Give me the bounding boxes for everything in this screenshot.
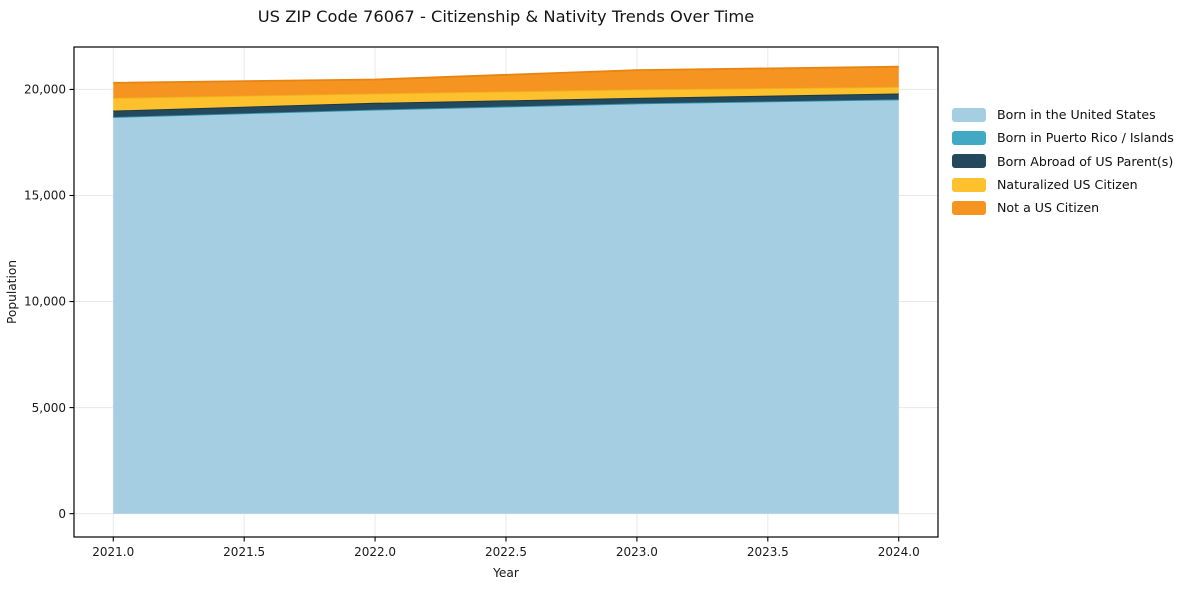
x-tick-label: 2022.5	[485, 545, 527, 559]
x-tick-label: 2024.0	[878, 545, 920, 559]
legend-item-born-in-the-united-states: Born in the United States	[952, 103, 1174, 126]
legend-label: Born in Puerto Rico / Islands	[997, 130, 1174, 146]
y-tick-label: 5,000	[32, 401, 66, 415]
x-tick-label: 2023.0	[616, 545, 658, 559]
legend-swatch-icon	[952, 177, 986, 192]
legend-label: Not a US Citizen	[997, 200, 1100, 216]
y-tick-label: 15,000	[24, 189, 66, 203]
chart-title: US ZIP Code 76067 - Citizenship & Nativi…	[257, 7, 755, 26]
area-born-in-the-united-states	[113, 99, 899, 514]
legend-item-naturalized-us-citizen: Naturalized US Citizen	[952, 173, 1174, 196]
x-tick-label: 2021.5	[223, 545, 265, 559]
y-tick-label: 10,000	[24, 295, 66, 309]
legend-item-born-in-puerto-rico-islands: Born in Puerto Rico / Islands	[952, 126, 1174, 149]
x-tick-label: 2023.5	[747, 545, 789, 559]
y-tick-label: 20,000	[24, 83, 66, 97]
area-edge-not-a-us-citizen	[113, 65, 899, 84]
legend-label: Born Abroad of US Parent(s)	[997, 153, 1174, 169]
legend-label: Born in the United States	[997, 107, 1156, 123]
x-tick-label: 2021.0	[92, 545, 134, 559]
x-axis-label: Year	[492, 566, 520, 580]
area-naturalized-us-citizen	[113, 86, 899, 111]
legend: Born in the United States Born in Puerto …	[952, 103, 1174, 219]
legend-item-born-abroad-of-us-parent-s: Born Abroad of US Parent(s)	[952, 150, 1174, 173]
x-tick-label: 2022.0	[354, 545, 396, 559]
legend-swatch-icon	[952, 200, 986, 215]
legend-swatch-icon	[952, 130, 986, 145]
legend-swatch-icon	[952, 107, 986, 122]
legend-swatch-icon	[952, 154, 986, 169]
legend-item-not-a-us-citizen: Not a US Citizen	[952, 196, 1174, 219]
area-not-a-us-citizen	[113, 66, 899, 98]
area-born-abroad-of-us-parent-s	[113, 93, 899, 117]
y-axis-label: Population	[5, 260, 19, 324]
y-tick-label: 0	[58, 507, 66, 521]
legend-label: Naturalized US Citizen	[997, 177, 1138, 193]
